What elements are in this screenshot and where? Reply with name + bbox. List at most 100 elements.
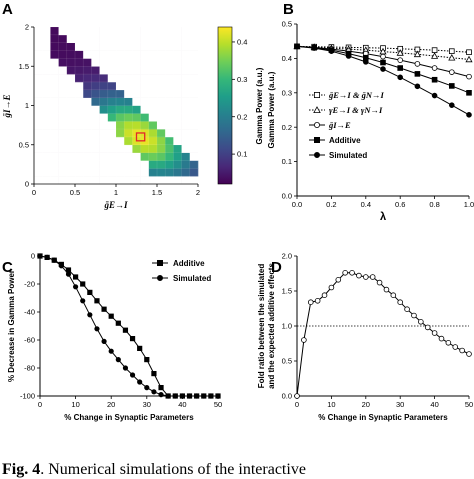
heatmap-cell (66, 160, 76, 169)
y-axis-label-line-2: and the expected additive effects (267, 263, 276, 389)
heatmap-cell (42, 136, 51, 146)
heatmap-cell (124, 66, 133, 75)
circle-marker (314, 297, 321, 304)
heatmap-cell (189, 42, 199, 51)
circle-marker (307, 299, 314, 306)
heatmap-cell (124, 152, 133, 161)
heatmap-cell (75, 113, 84, 122)
heatmap-cell (189, 168, 199, 177)
heatmap-cell (140, 74, 150, 83)
heatmap-cell (107, 81, 117, 91)
heatmap-cell (181, 176, 191, 185)
heatmap-cell (66, 144, 76, 153)
y-tick-label: -20 (24, 280, 35, 289)
heatmap-cell (189, 27, 199, 36)
heatmap-cell (91, 66, 100, 75)
circle-marker (356, 272, 362, 279)
y-tick-label: -40 (24, 308, 35, 317)
heatmap-cell (83, 121, 92, 130)
heatmap-cell (173, 66, 182, 75)
circle-marker (466, 73, 472, 80)
circle-marker (459, 347, 465, 354)
heatmap-cell (140, 152, 150, 161)
heatmap-cell (157, 89, 166, 98)
heatmap-cell (50, 144, 59, 153)
heatmap-cell (132, 42, 141, 51)
heatmap-cell (165, 160, 174, 169)
heatmap-cell (116, 89, 125, 98)
heatmap-cell (75, 105, 84, 114)
heatmap-cell (189, 74, 199, 83)
heatmap-cell (99, 129, 109, 138)
triangle-marker (448, 53, 456, 61)
y-tick-label: 0 (25, 180, 29, 189)
heatmap-cell (148, 74, 158, 83)
heatmap-cell (148, 160, 158, 169)
heatmap-cell (107, 121, 117, 130)
heatmap-cell (132, 58, 141, 67)
heatmap-cell (140, 97, 150, 106)
heatmap-cell (116, 121, 125, 130)
heatmap-cell (34, 144, 43, 153)
heatmap-cell (42, 129, 51, 138)
heatmap-cell (189, 50, 199, 59)
heatmap-cell (165, 58, 174, 67)
heatmap-cell (181, 42, 191, 51)
heatmap-cell (99, 168, 109, 177)
heatmap-cell (58, 176, 68, 185)
heatmap-cell (58, 97, 68, 106)
heatmap-cell (132, 81, 141, 91)
heatmap-cell (107, 152, 117, 161)
circle-marker (311, 45, 318, 51)
y-tick-label: 1 (25, 101, 29, 110)
panel-letter-a: A (2, 1, 13, 18)
y-tick-label: 0.3 (282, 88, 292, 97)
heatmap-cell (99, 74, 109, 83)
legend-label: Simulated (329, 151, 367, 160)
heatmap-cell (75, 136, 84, 146)
circle-marker (108, 348, 114, 354)
x-tick-label: 0.5 (70, 188, 80, 197)
heatmap-cell (124, 89, 133, 98)
x-tick-label: 40 (178, 400, 186, 409)
heatmap-cell (107, 136, 117, 146)
heatmap-cell (91, 50, 100, 59)
square-marker (466, 49, 472, 56)
heatmap-cell (181, 97, 191, 106)
heatmap-cell (116, 27, 125, 36)
heatmap-cell (75, 152, 84, 161)
line-panel-c: 0 10 20 30 40 50 -100 -80 -60 -40 -20 0 Additive Si… (7, 252, 222, 422)
heatmap-cell (157, 136, 166, 146)
heatmap-cell (91, 160, 100, 169)
heatmap-cell (66, 81, 76, 91)
heatmap-cell (66, 176, 76, 185)
heatmap-cell (124, 34, 133, 43)
heatmap-cell (116, 66, 125, 75)
heatmap-cell (42, 176, 51, 185)
heatmap-cell (173, 89, 182, 98)
heatmap-cell (124, 136, 133, 146)
circle-marker (445, 339, 452, 346)
heatmap-cell (116, 168, 125, 177)
y-axis-label-line-1: Fold ratio between the simulated (257, 264, 266, 389)
colorbar (217, 26, 233, 185)
circle-marker (58, 263, 64, 269)
heatmap-cell (107, 66, 117, 75)
y-tick-label: 1.5 (282, 287, 292, 296)
circle-marker (335, 276, 342, 283)
heatmap-cell (116, 105, 125, 114)
heatmap-cell (148, 113, 158, 122)
heatmap-cell (181, 113, 191, 122)
circle-marker (165, 393, 171, 399)
x-tick-label: 1.0 (464, 200, 474, 209)
heatmap-cell (75, 89, 84, 98)
heatmap-cell (107, 74, 117, 83)
circle-marker (397, 57, 404, 63)
square-marker (431, 47, 438, 53)
heatmap-cell (75, 42, 84, 51)
y-tick-label: 0.4 (282, 54, 292, 63)
heatmap-cell (34, 121, 43, 130)
heatmap-cell (107, 160, 117, 169)
panel-letter-b: B (283, 1, 294, 18)
